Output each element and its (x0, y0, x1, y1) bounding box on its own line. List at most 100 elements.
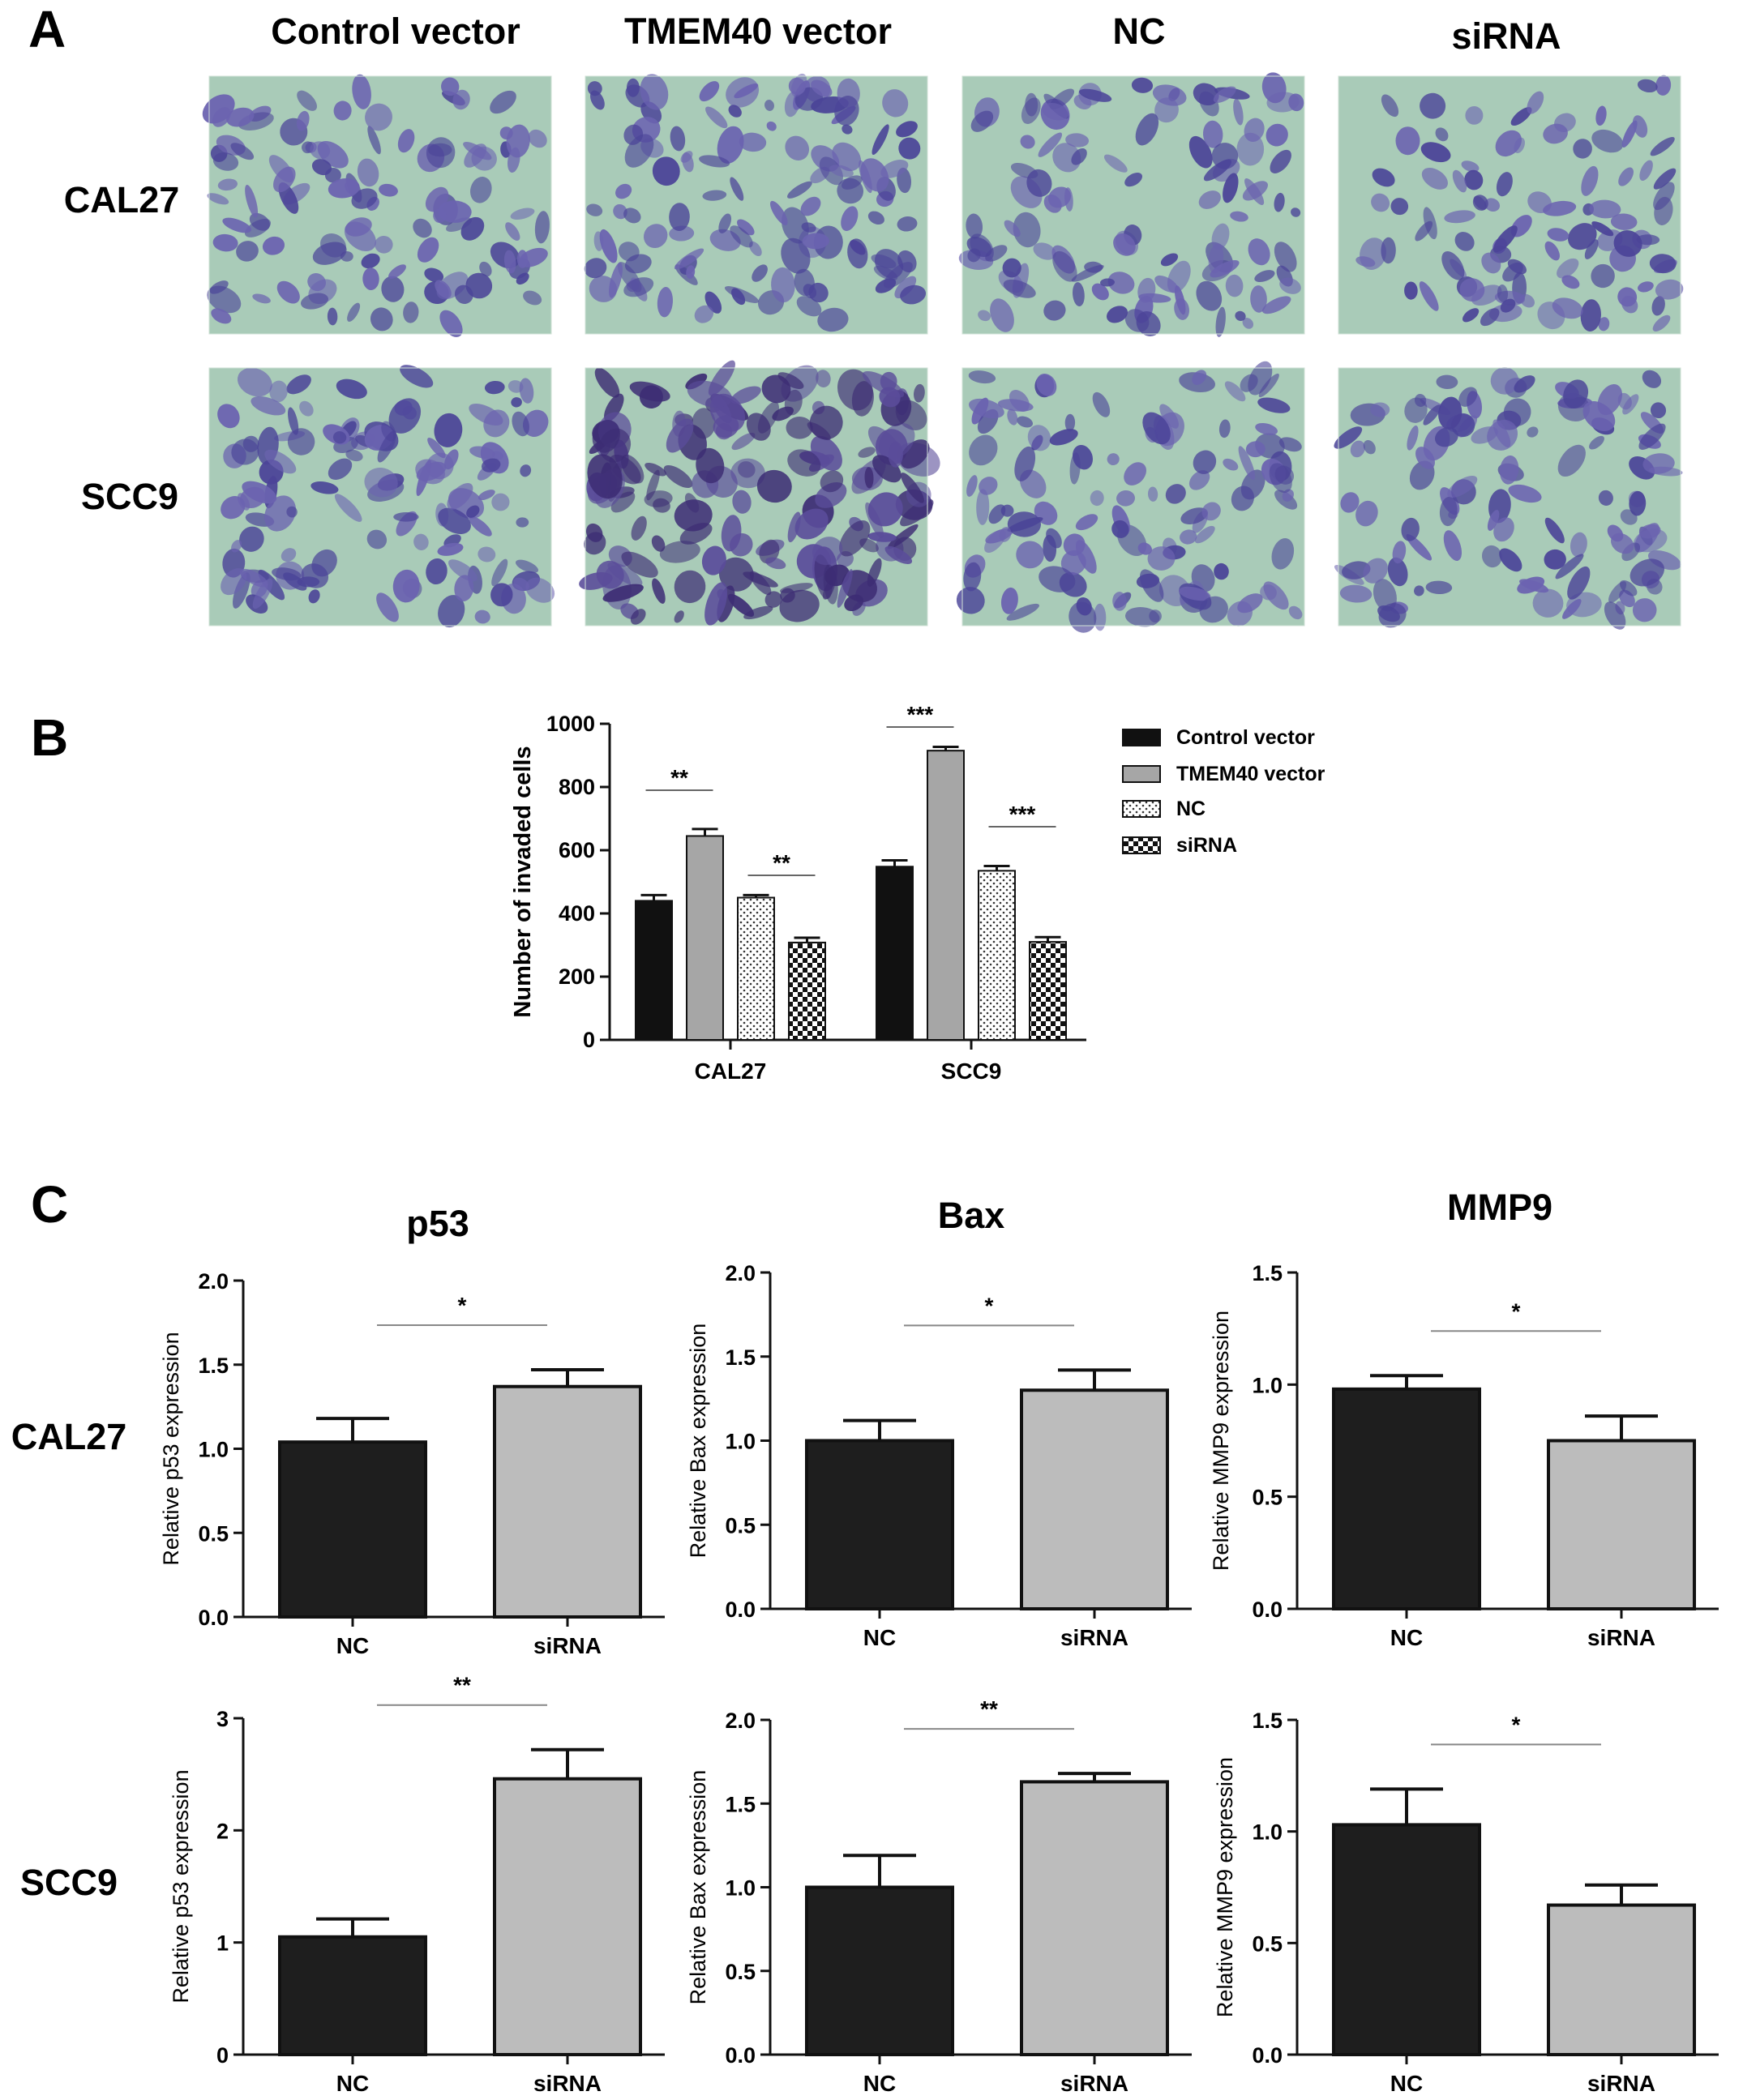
c-bar-nc (1332, 1823, 1481, 2057)
col-header-nc: NC (1113, 11, 1166, 52)
c-significance-label: * (1512, 1298, 1521, 1324)
micrograph-cal27-2 (584, 73, 928, 335)
b-significance-label: ** (773, 850, 790, 875)
c-bar-nc (1332, 1387, 1481, 1611)
b-y-tick-label: 200 (559, 964, 595, 989)
c-y-tick-label: 0.0 (1252, 1597, 1283, 1622)
b-y-tick-label: 800 (559, 775, 595, 799)
c-y-tick-label: 1.0 (1252, 1373, 1283, 1397)
c-y-tick-label: 0.0 (725, 1597, 756, 1622)
c-chart-c-mmp9-scc9: 0.0 0.5 1.0 1.5 NC siRNA * Relative MMP9 expres… (1213, 1709, 1719, 2096)
b-legend-tmem40-vector: TMEM40 vector (1176, 763, 1325, 785)
panel-c-letter: C (31, 1175, 68, 1234)
c-bar-sirna (493, 1384, 642, 1619)
c-bar-sirna (1020, 1780, 1169, 2057)
b-legend-control-vector: Control vector (1176, 726, 1315, 749)
b-bar-cal27-4 (788, 941, 826, 1041)
c-bar-nc (805, 1885, 954, 2056)
b-y-tick-label: 600 (559, 838, 595, 862)
c-significance-label: ** (453, 1673, 471, 1698)
b-legend-swatch-1 (1122, 729, 1161, 746)
c-y-axis-label: Relative Bax expression (686, 1770, 710, 2005)
c-y-axis-label: Relative MMP9 expression (1213, 1757, 1237, 2017)
b-bar-scc9-1 (876, 866, 914, 1041)
c-bar-sirna (1020, 1388, 1169, 1610)
c-bar-nc (278, 1935, 427, 2056)
panel-b-chart: Number of invaded cells CAL27 SCC9 Contr… (510, 702, 1325, 1084)
c-x-tick-label: siRNA (1060, 2071, 1128, 2096)
c-row-label-scc9: SCC9 (20, 1862, 118, 1903)
c-y-tick-label: 2 (216, 1819, 229, 1843)
c-y-tick-label: 1.0 (725, 1876, 756, 1901)
c-y-tick-label: 0.0 (198, 1606, 229, 1630)
b-bar-cal27-3 (737, 896, 775, 1041)
c-y-tick-label: 0.5 (725, 1513, 756, 1538)
c-y-tick-label: 0 (216, 2043, 229, 2068)
micrograph-scc9-2 (579, 360, 940, 627)
c-y-tick-label: 0.5 (1252, 1931, 1283, 1956)
c-title-bax: Bax (938, 1195, 1005, 1236)
c-y-tick-label: 3 (216, 1707, 229, 1731)
c-bar-nc (805, 1439, 954, 1610)
c-y-tick-label: 1.5 (1252, 1261, 1283, 1285)
c-y-tick-label: 0.0 (725, 2043, 756, 2068)
b-y-axis-label: Number of invaded cells (510, 746, 536, 1017)
row-label-cal27: CAL27 (64, 179, 180, 220)
c-x-tick-label: NC (863, 2071, 896, 2096)
c-y-tick-label: 1.0 (198, 1438, 229, 1462)
c-bar-sirna (493, 1777, 642, 2056)
c-x-tick-label: NC (1390, 2071, 1423, 2096)
c-y-tick-label: 2.0 (198, 1269, 229, 1294)
b-significance-label: ** (670, 765, 688, 790)
c-y-tick-label: 0.5 (1252, 1486, 1283, 1510)
c-significance-label: * (458, 1293, 467, 1318)
c-y-tick-label: 2.0 (725, 1709, 756, 1733)
c-y-tick-label: 2.0 (725, 1261, 756, 1285)
col-header-sirna: siRNA (1451, 15, 1561, 57)
c-x-tick-label: NC (863, 1625, 896, 1650)
c-significance-label: * (985, 1293, 994, 1318)
b-significance-label: *** (907, 702, 934, 727)
c-y-axis-label: Relative p53 expression (169, 1769, 193, 2003)
c-y-tick-label: 0.5 (725, 1960, 756, 1984)
panel-b-letter: B (31, 708, 68, 767)
c-x-tick-label: siRNA (533, 1633, 602, 1658)
b-legend-swatch-4 (1122, 836, 1161, 854)
c-y-tick-label: 1 (216, 1931, 229, 1956)
micrograph-scc9-4 (1334, 367, 1683, 630)
c-row-label-cal27: CAL27 (11, 1416, 127, 1457)
b-bar-scc9-2 (927, 750, 965, 1041)
c-y-axis-label: Relative Bax expression (686, 1324, 710, 1559)
micrograph-cal27-3 (958, 72, 1305, 337)
c-x-tick-label: siRNA (1587, 1625, 1655, 1650)
c-y-tick-label: 0.0 (1252, 2043, 1283, 2068)
c-significance-label: ** (980, 1696, 998, 1721)
panel-c-charts: 0.0 0.5 1.0 1.5 2.0 NC siRNA * Relative p53 expr… (159, 1261, 1719, 2096)
c-y-tick-label: 1.5 (725, 1345, 756, 1370)
c-chart-c-p53-cal27: 0.0 0.5 1.0 1.5 2.0 NC siRNA * Relative p53 expr… (159, 1269, 665, 1658)
c-bar-sirna (1547, 1903, 1696, 2056)
b-bar-cal27-1 (635, 900, 673, 1041)
c-chart-c-mmp9-cal27: 0.0 0.5 1.0 1.5 NC siRNA * Relative MMP9 expres… (1209, 1261, 1719, 1650)
c-y-tick-label: 1.5 (1252, 1709, 1283, 1733)
b-legend-swatch-2 (1122, 765, 1161, 783)
row-label-scc9: SCC9 (81, 476, 178, 517)
c-title-mmp9: MMP9 (1447, 1187, 1552, 1228)
b-legend-sirna: siRNA (1176, 834, 1237, 857)
micrograph-scc9-1 (208, 365, 555, 628)
c-x-tick-label: NC (1390, 1625, 1423, 1650)
micrograph-cal27-1 (202, 74, 552, 338)
b-legend-swatch-3 (1122, 800, 1161, 818)
c-x-tick-label: siRNA (1587, 2071, 1655, 2096)
c-y-tick-label: 0.5 (198, 1521, 229, 1546)
b-significance-label: *** (1009, 802, 1036, 827)
panel-a-letter: A (28, 0, 66, 58)
c-significance-label: * (1512, 1712, 1521, 1737)
c-x-tick-label: siRNA (533, 2071, 602, 2096)
micrograph-grid (202, 72, 1684, 633)
c-title-p53: p53 (406, 1203, 469, 1244)
micrograph-scc9-3 (956, 361, 1305, 633)
c-x-tick-label: siRNA (1060, 1625, 1128, 1650)
b-category-scc9: SCC9 (941, 1059, 1002, 1084)
